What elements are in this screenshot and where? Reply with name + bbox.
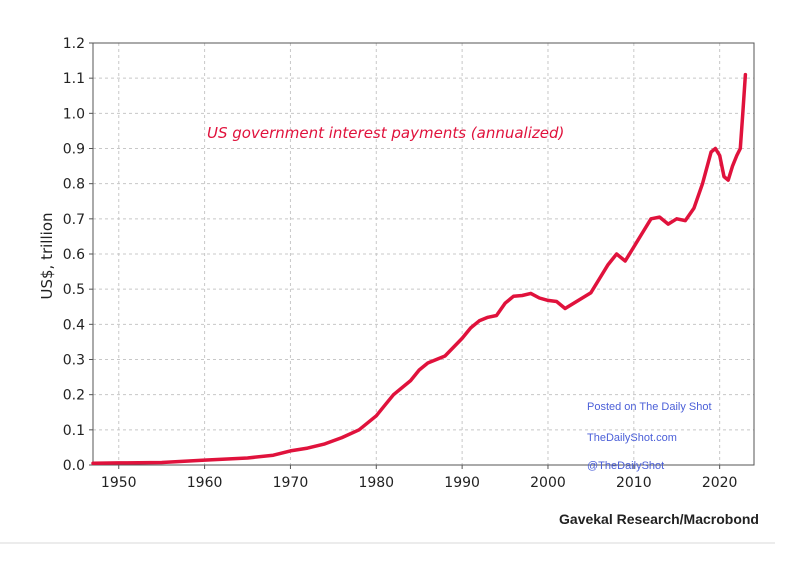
x-tick-label: 1960 [187, 475, 223, 491]
source-label: Gavekal Research/Macrobond [559, 511, 759, 527]
x-tick-label: 1970 [273, 475, 309, 491]
y-tick-label: 0.5 [63, 282, 85, 298]
series-layer [91, 72, 748, 465]
grid [93, 42, 754, 465]
x-tick-label: 2020 [702, 475, 738, 491]
watermark-line-1: Posted on The Daily Shot [587, 401, 712, 413]
y-tick-label: 1.0 [63, 106, 85, 122]
y-tick-label: 0.8 [63, 177, 85, 193]
x-tick-label: 2000 [530, 475, 566, 491]
x-tick-label: 1990 [444, 475, 480, 491]
plot-frame [92, 42, 755, 466]
series-line [91, 72, 748, 465]
y-tick-label: 0.7 [63, 212, 85, 228]
y-tick-label: 0.2 [63, 388, 85, 404]
y-tick-label: 0.4 [63, 317, 85, 333]
watermark-line-3: @TheDailyShot [587, 460, 664, 472]
x-tick-label: 2010 [616, 475, 652, 491]
y-tick-label: 0.9 [63, 142, 85, 158]
y-tick-label: 1.1 [63, 71, 85, 87]
x-tick-label: 1950 [101, 475, 137, 491]
x-tick-label: 1980 [358, 475, 394, 491]
y-tick-label: 0.1 [63, 423, 85, 439]
axes [89, 42, 755, 469]
tick-labels: 0.0 0.1 0.2 0.3 0.4 0.5 0.6 0.7 0.8 0.9 1.0 1.1 1.2 1… [63, 36, 738, 491]
y-tick-label: 1.2 [63, 36, 85, 52]
watermark-line-2: TheDailyShot.com [587, 432, 677, 444]
series-title: US government interest payments (annuali… [207, 124, 564, 142]
y-tick-label: 0.0 [63, 458, 85, 474]
y-tick-label: 0.6 [63, 247, 85, 263]
y-axis-label: US$, trillion [38, 213, 56, 300]
y-tick-label: 0.3 [63, 353, 85, 369]
